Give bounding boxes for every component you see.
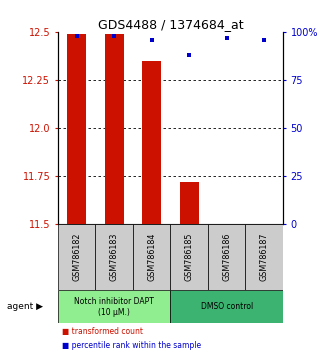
Text: GSM786182: GSM786182 xyxy=(72,232,81,281)
Text: DMSO control: DMSO control xyxy=(201,302,253,312)
Bar xyxy=(105,34,123,224)
Bar xyxy=(58,290,170,324)
Text: GSM786186: GSM786186 xyxy=(222,232,231,280)
Text: agent ▶: agent ▶ xyxy=(7,302,43,312)
Bar xyxy=(170,224,208,290)
Text: ■ transformed count: ■ transformed count xyxy=(63,327,143,336)
Point xyxy=(112,33,117,39)
Bar xyxy=(170,290,283,324)
Bar xyxy=(180,182,199,224)
Bar xyxy=(95,224,133,290)
Bar xyxy=(67,34,86,224)
Point xyxy=(224,35,229,40)
Text: GSM786184: GSM786184 xyxy=(147,232,156,280)
Text: ■ percentile rank within the sample: ■ percentile rank within the sample xyxy=(63,341,202,350)
Bar xyxy=(246,224,283,290)
Text: GSM786187: GSM786187 xyxy=(260,232,269,281)
Bar xyxy=(217,224,236,295)
Bar xyxy=(208,224,246,290)
Text: GSM786185: GSM786185 xyxy=(185,232,194,281)
Bar xyxy=(58,224,95,290)
Title: GDS4488 / 1374684_at: GDS4488 / 1374684_at xyxy=(98,18,243,31)
Point xyxy=(74,33,79,39)
Text: GSM786183: GSM786183 xyxy=(110,232,119,280)
Bar xyxy=(142,61,161,224)
Bar xyxy=(133,224,170,290)
Text: Notch inhibitor DAPT
(10 μM.): Notch inhibitor DAPT (10 μM.) xyxy=(74,297,154,316)
Bar xyxy=(255,224,274,295)
Point xyxy=(261,37,267,42)
Point xyxy=(149,37,154,42)
Point xyxy=(187,52,192,58)
